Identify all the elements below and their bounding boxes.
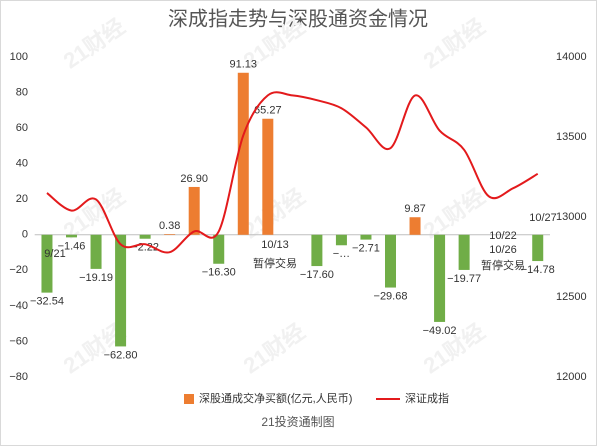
y-tick-label: 20 bbox=[16, 193, 28, 205]
annotation: 10/13 bbox=[261, 239, 289, 251]
bar bbox=[311, 234, 323, 267]
annotation: 10/27 bbox=[529, 212, 557, 224]
y2-tick-label: 14000 bbox=[556, 51, 587, 63]
footer: 21投资通制图 bbox=[261, 414, 334, 429]
value-label: 91.13 bbox=[230, 59, 258, 71]
y-tick-label: −60 bbox=[9, 335, 28, 347]
y2-tick-label: 12500 bbox=[556, 291, 587, 303]
value-label: 65.27 bbox=[254, 105, 282, 117]
value-label: −49.02 bbox=[423, 325, 457, 337]
value-label: 26.90 bbox=[180, 173, 208, 185]
bar bbox=[458, 234, 470, 270]
value-label: 9.87 bbox=[404, 203, 425, 215]
bar bbox=[164, 234, 176, 235]
chart-title: 深成指走势与深股通资金情况 bbox=[168, 7, 428, 30]
legend-label: 深证成指 bbox=[405, 391, 449, 405]
bar bbox=[66, 234, 78, 238]
y-tick-label: −40 bbox=[9, 300, 28, 312]
y-tick-label: 100 bbox=[10, 51, 28, 63]
annotation: 暂停交易 bbox=[253, 256, 297, 270]
bar bbox=[409, 217, 421, 235]
y2-tick-label: 13000 bbox=[556, 211, 587, 223]
y-tick-label: −20 bbox=[9, 264, 28, 276]
bar bbox=[262, 118, 274, 235]
bar bbox=[335, 234, 347, 246]
y-tick-label: 40 bbox=[16, 158, 28, 170]
annotation: 暂停交易 bbox=[481, 258, 525, 272]
value-label: −… bbox=[333, 248, 350, 260]
annotation: 10/26 bbox=[489, 244, 517, 256]
value-label: −32.54 bbox=[30, 296, 64, 308]
value-label: −14.78 bbox=[521, 264, 555, 276]
value-label: −1.46 bbox=[58, 240, 86, 252]
value-label: −17.60 bbox=[300, 269, 334, 281]
annotation: 10/22 bbox=[489, 230, 517, 242]
bar bbox=[360, 234, 372, 240]
value-label: −29.68 bbox=[374, 290, 408, 302]
bar bbox=[41, 234, 53, 293]
annotation: 9/21 bbox=[44, 248, 65, 260]
bar bbox=[385, 234, 397, 288]
line bbox=[46, 91, 539, 254]
bar bbox=[188, 186, 200, 235]
bar bbox=[532, 234, 544, 262]
value-label: −2.71 bbox=[352, 243, 380, 255]
y2-tick-label: 12000 bbox=[556, 371, 587, 383]
y-tick-label: 80 bbox=[16, 86, 28, 98]
legend-label: 深股通成交净买额(亿元,人民币) bbox=[199, 391, 352, 405]
bar bbox=[434, 234, 446, 322]
y-tick-label: −80 bbox=[9, 371, 28, 383]
value-label: −19.19 bbox=[79, 272, 113, 284]
value-label: −62.80 bbox=[104, 349, 138, 361]
value-label: −19.77 bbox=[447, 273, 481, 285]
bar bbox=[90, 234, 102, 269]
bar bbox=[213, 234, 225, 264]
y2-tick-label: 13500 bbox=[556, 131, 587, 143]
bar bbox=[115, 234, 127, 347]
bar bbox=[139, 234, 151, 239]
bar bbox=[237, 72, 249, 235]
y-tick-label: 0 bbox=[22, 229, 28, 241]
value-label: −16.30 bbox=[202, 267, 236, 279]
value-label: 0.38 bbox=[159, 220, 180, 232]
legend-swatch bbox=[184, 394, 194, 404]
y-tick-label: 60 bbox=[16, 122, 28, 134]
